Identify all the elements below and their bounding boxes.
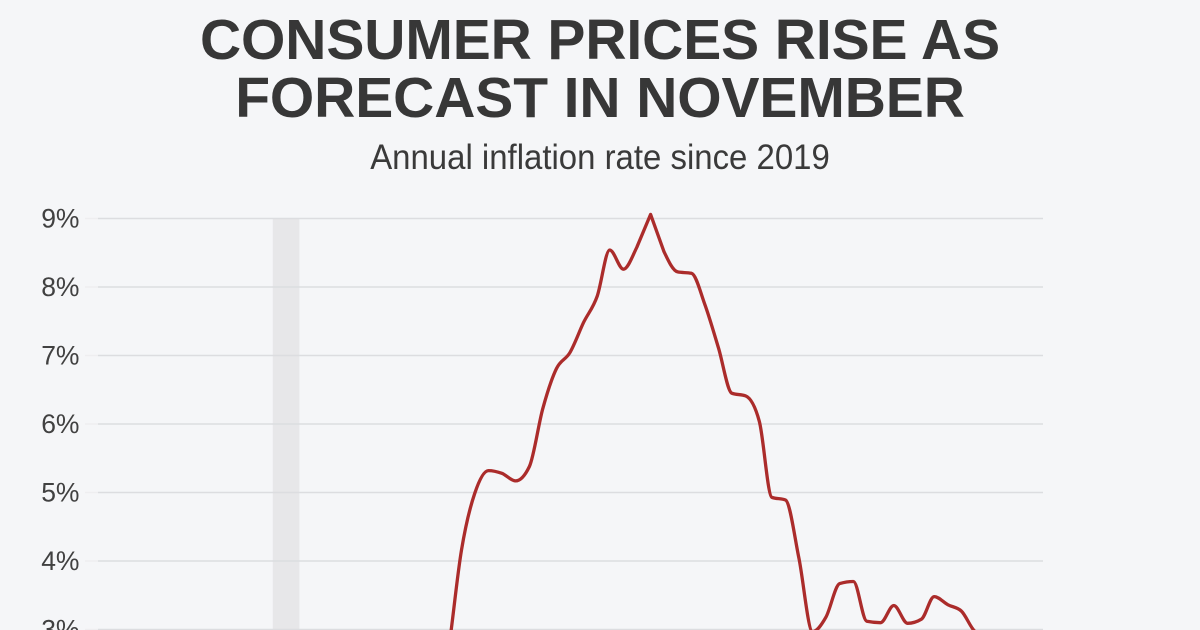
svg-text:5%: 5% xyxy=(41,478,79,508)
svg-text:8%: 8% xyxy=(41,272,79,302)
svg-text:7%: 7% xyxy=(41,341,79,371)
svg-text:4%: 4% xyxy=(41,546,79,576)
svg-text:3%: 3% xyxy=(41,615,79,630)
svg-text:6%: 6% xyxy=(41,409,79,439)
svg-text:9%: 9% xyxy=(41,204,79,234)
